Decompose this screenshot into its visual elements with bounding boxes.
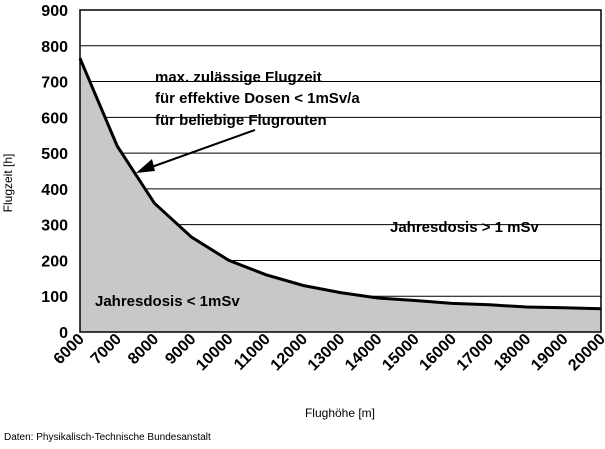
y-tick-label: 100 [41,289,68,306]
y-tick-label: 200 [41,253,68,270]
x-tick-label: 20000 [565,331,605,375]
y-tick-label: 900 [41,3,68,20]
curve-annotation: max. zulässige Flugzeit für effektive Do… [136,69,360,173]
x-tick-label: 6000 [51,331,88,368]
x-axis-title: Flughöhe [m] [305,406,375,420]
x-tick-label: 17000 [454,331,498,375]
area-under-curve [80,58,601,333]
x-tick-label: 7000 [88,331,125,368]
y-tick-label: 700 [41,75,68,92]
y-axis-title: Flugzeit [h] [1,154,15,213]
annotation-arrow-head [136,159,155,173]
annotation-line-3: für beliebige Flugrouten [155,112,327,129]
x-tick-label: 16000 [416,331,460,375]
x-tick-label: 12000 [268,331,312,375]
y-tick-label: 400 [41,182,68,199]
x-tick-label: 18000 [491,331,535,375]
x-tick-label: 15000 [379,331,423,375]
annotation-line-1: max. zulässige Flugzeit [155,69,322,86]
x-tick-label: 11000 [231,331,274,374]
x-tick-label: 14000 [342,331,386,375]
y-tick-label: 800 [41,39,68,56]
source-note: Daten: Physikalisch-Technische Bundesans… [4,432,211,443]
x-tick-labels: 6000 7000 8000 9000100001100012000130001400… [51,331,605,375]
x-tick-label: 8000 [125,331,162,368]
y-tick-label: 500 [41,146,68,163]
annotation-line-2: für effektive Dosen < 1mSv/a [155,90,360,107]
y-tick-labels: 0 100 200 300 400 500 600 700 800 900 [41,3,68,342]
x-tick-label: 10000 [193,331,237,375]
x-tick-label: 19000 [528,331,572,375]
x-tick-label: 13000 [305,331,349,375]
label-dose-below: Jahresdosis < 1mSv [95,293,240,310]
y-tick-label: 600 [41,110,68,127]
y-tick-label: 300 [41,218,68,235]
max-flight-time-curve [78,57,602,311]
label-dose-above: Jahresdosis > 1 mSv [390,219,539,236]
y-tick-label: 0 [59,325,68,342]
annotation-arrow-shaft [145,129,256,170]
plot-frame [79,9,602,333]
